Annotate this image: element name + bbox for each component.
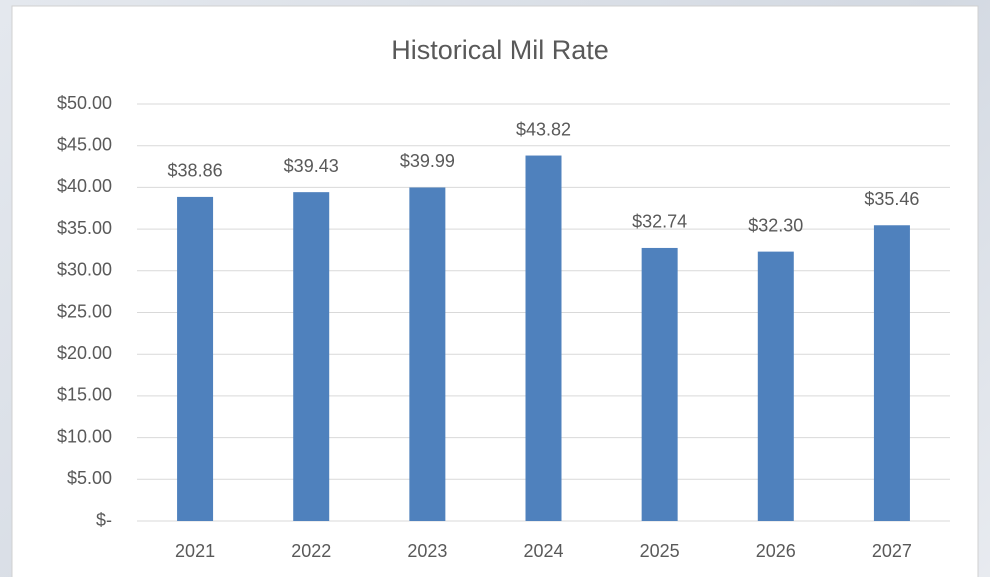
bar xyxy=(525,155,562,521)
y-tick-label: $15.00 xyxy=(57,385,112,405)
x-tick-label: 2024 xyxy=(523,541,563,561)
x-tick-label: 2026 xyxy=(756,541,796,561)
x-tick-label: 2025 xyxy=(640,541,680,561)
bar xyxy=(293,192,330,521)
y-tick-label: $50.00 xyxy=(57,93,112,113)
y-tick-label: $20.00 xyxy=(57,343,112,363)
data-label: $32.30 xyxy=(748,215,803,235)
data-label: $39.99 xyxy=(400,151,455,171)
y-tick-label: $40.00 xyxy=(57,176,112,196)
y-tick-label: $35.00 xyxy=(57,218,112,238)
bar xyxy=(177,196,214,521)
x-tick-label: 2022 xyxy=(291,541,331,561)
y-tick-label: $5.00 xyxy=(67,468,112,488)
bar xyxy=(641,247,678,521)
bar xyxy=(873,225,910,521)
x-tick-label: 2021 xyxy=(175,541,215,561)
x-tick-label: 2023 xyxy=(407,541,447,561)
y-tick-label: $30.00 xyxy=(57,260,112,280)
x-tick-label: 2027 xyxy=(872,541,912,561)
data-label: $39.43 xyxy=(284,156,339,176)
y-tick-label: $- xyxy=(96,510,112,530)
data-label: $32.74 xyxy=(632,212,687,232)
chart-title: Historical Mil Rate xyxy=(391,35,609,65)
data-label: $35.46 xyxy=(864,189,919,209)
y-tick-label: $45.00 xyxy=(57,134,112,154)
y-tick-label: $10.00 xyxy=(57,426,112,446)
y-tick-label: $25.00 xyxy=(57,301,112,321)
data-label: $43.82 xyxy=(516,119,571,139)
bar xyxy=(757,251,794,522)
data-label: $38.86 xyxy=(168,161,223,181)
bar xyxy=(409,187,446,521)
chart-panel xyxy=(11,5,979,577)
